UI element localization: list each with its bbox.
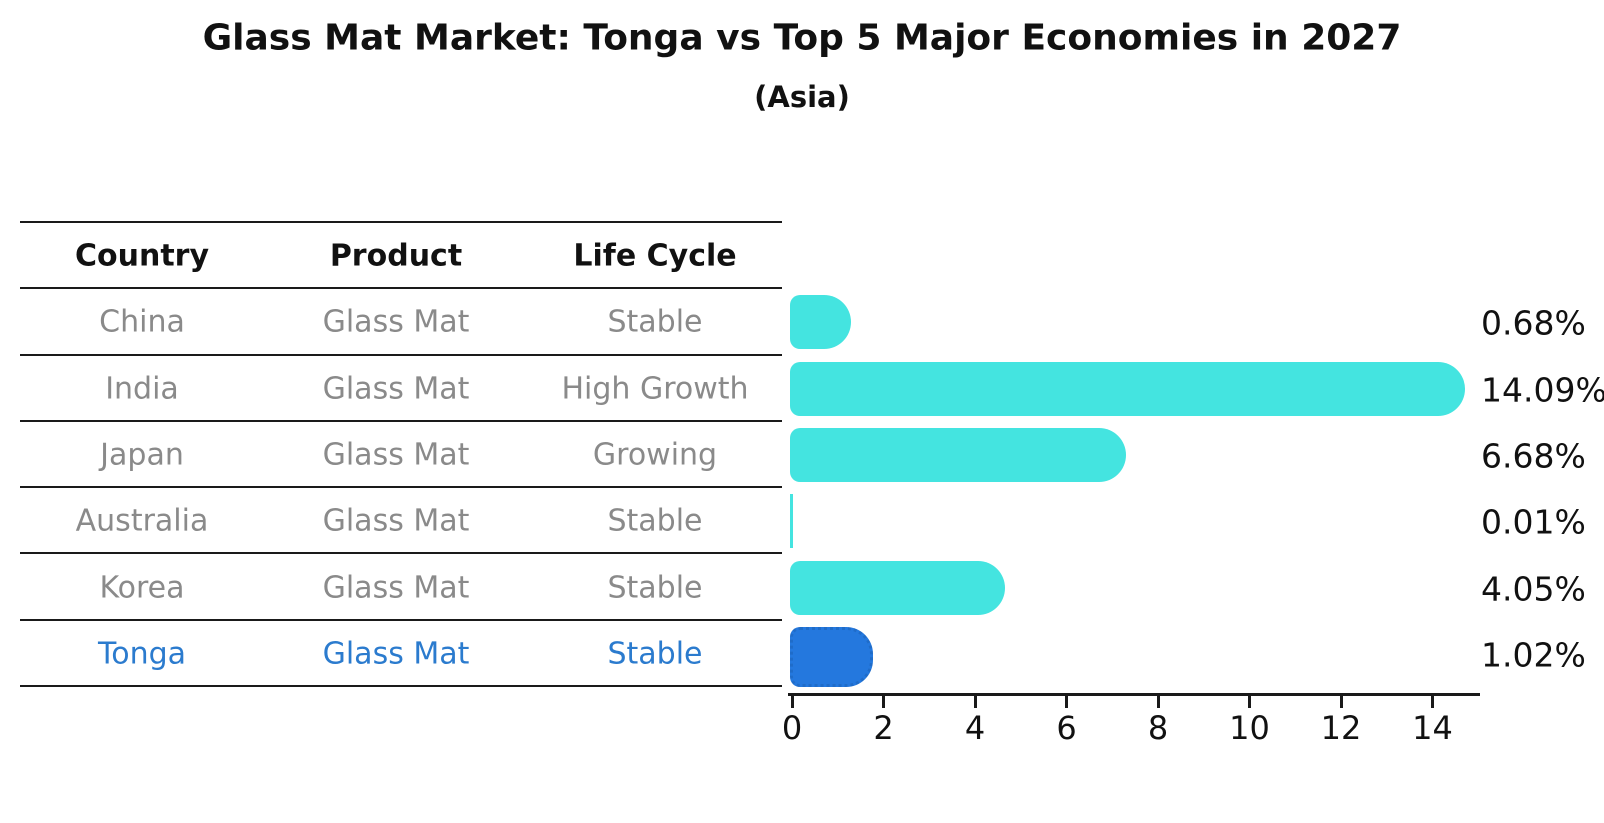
table-rule (20, 221, 782, 223)
y-axis-tick (748, 684, 776, 687)
bar-india (790, 361, 1465, 416)
chart-title: Glass Mat Market: Tonga vs Top 5 Major E… (202, 17, 1402, 59)
x-axis-tick (973, 696, 977, 708)
table-cell-country: Japan (100, 437, 184, 473)
x-axis-tick-label: 10 (1229, 709, 1270, 747)
x-axis-tick-label: 12 (1320, 709, 1362, 747)
bar-value-label: 4.05% (1481, 569, 1586, 609)
bar-japan (790, 427, 1126, 482)
bar-korea (790, 560, 1005, 615)
table-header-life-cycle: Life Cycle (573, 238, 737, 274)
y-axis-tick (748, 486, 776, 489)
x-axis-tick (1065, 696, 1068, 708)
x-axis-tick (1156, 696, 1160, 708)
x-axis-tick-label: 2 (873, 709, 894, 747)
x-axis-tick (1339, 696, 1343, 708)
y-axis-tick (748, 353, 776, 356)
table-cell-life-cycle: Stable (607, 304, 703, 340)
bar-value-label: 14.09% (1481, 370, 1604, 410)
table-rule (20, 419, 782, 422)
bar-china (790, 295, 851, 350)
x-axis-tick (790, 696, 794, 708)
x-axis-tick-label: 8 (1147, 709, 1169, 747)
x-axis-tick (882, 696, 885, 708)
table-cell-life-cycle: Stable (607, 570, 703, 606)
table-cell-life-cycle: Stable (607, 503, 703, 539)
table-rule (20, 353, 782, 356)
bar-australia (790, 494, 793, 549)
table-cell-product: Glass Mat (322, 636, 470, 672)
x-axis-tick (1248, 696, 1251, 708)
table-cell-country: Tonga (97, 636, 187, 672)
x-axis-tick (1431, 696, 1434, 708)
table-cell-product: Glass Mat (322, 503, 470, 539)
table-cell-life-cycle: Stable (607, 636, 703, 672)
x-axis-tick-label: 14 (1412, 709, 1453, 747)
bar-value-label: 0.68% (1481, 303, 1586, 343)
table-cell-product: Glass Mat (322, 570, 470, 606)
y-axis-tick (748, 287, 776, 290)
table-cell-country: India (105, 371, 179, 407)
table-cell-product: Glass Mat (322, 371, 470, 407)
y-axis-tick (748, 419, 776, 422)
table-cell-country: Korea (99, 570, 185, 606)
table-rule (20, 287, 782, 290)
table-rule (20, 486, 782, 489)
table-rule (20, 552, 782, 555)
x-axis-tick-label: 4 (964, 709, 986, 747)
table-cell-product: Glass Mat (322, 437, 470, 473)
bar-tonga (790, 626, 873, 687)
table-cell-life-cycle: Growing (592, 437, 718, 473)
bar-value-label: 6.68% (1481, 436, 1586, 476)
x-axis-tick-label: 6 (1056, 709, 1077, 747)
table-rule (20, 618, 782, 621)
bar-value-label: 0.01% (1481, 502, 1586, 542)
table-cell-product: Glass Mat (322, 304, 470, 340)
x-axis-line (788, 693, 1480, 696)
table-rule (20, 684, 782, 687)
bar-value-label: 1.02% (1481, 635, 1586, 675)
y-axis-tick (748, 552, 776, 555)
table-cell-life-cycle: High Growth (561, 371, 749, 407)
x-axis-tick-label: 0 (781, 709, 803, 747)
table-cell-country: Australia (75, 503, 209, 539)
table-header-country: Country (74, 238, 210, 274)
chart-subtitle: (Asia) (754, 80, 850, 114)
table-cell-country: China (99, 304, 185, 340)
y-axis-tick (748, 618, 776, 621)
table-header-product: Product (329, 238, 463, 274)
